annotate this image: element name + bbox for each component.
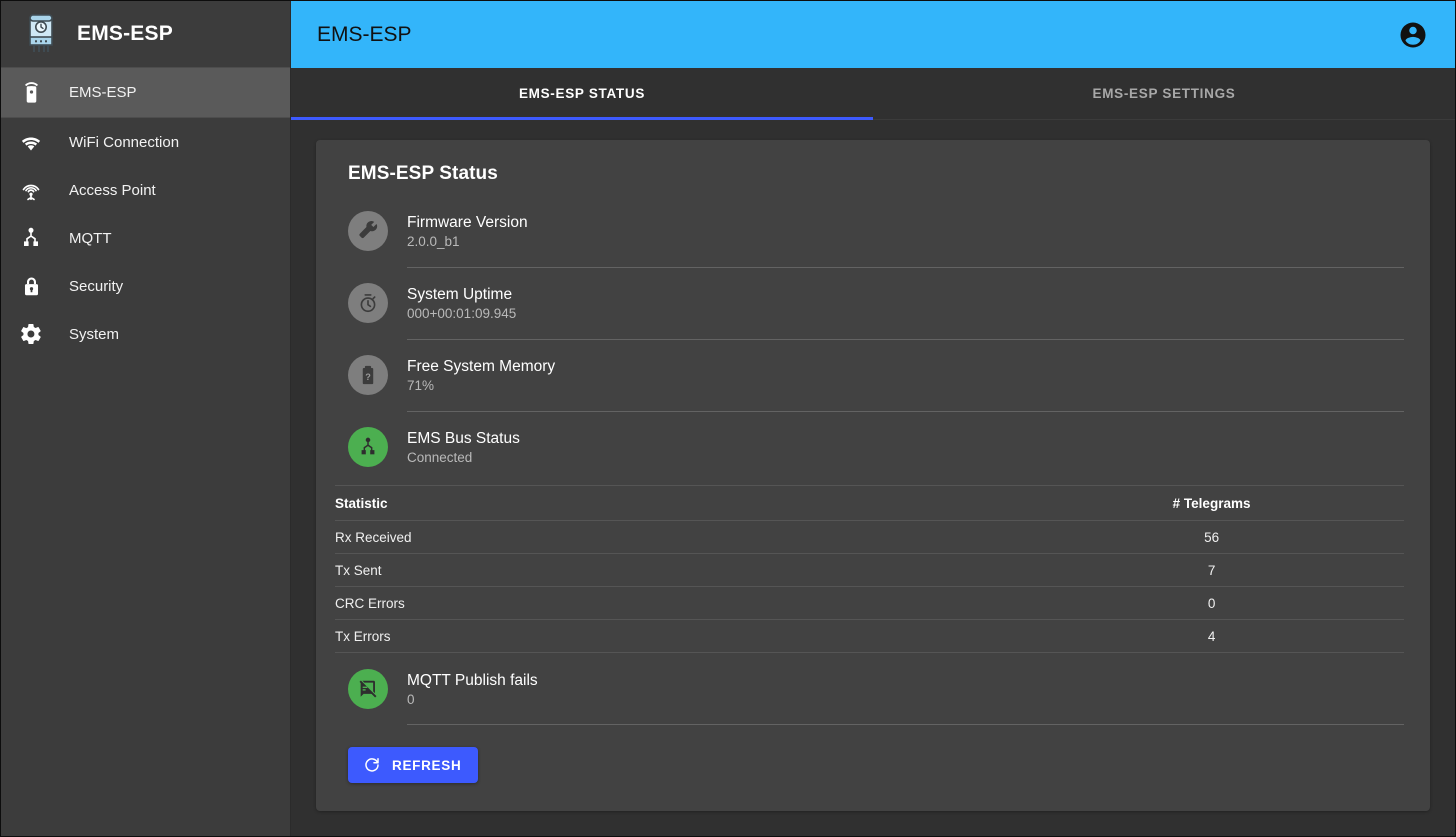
device-hub-icon	[15, 222, 47, 254]
table-row: CRC Errors 0	[335, 586, 1404, 620]
status-row-ems-bus-status: EMS Bus Status Connected	[335, 411, 1404, 483]
tab-ems-esp-settings[interactable]: EMS-ESP SETTINGS	[873, 68, 1455, 119]
refresh-icon	[363, 756, 381, 774]
table-row: Rx Received 56	[335, 520, 1404, 554]
status-text: Free System Memory 71%	[407, 358, 555, 393]
sidebar-divider	[1, 117, 290, 118]
sidebar-item-label: Access Point	[69, 181, 156, 199]
card-actions: REFRESH	[335, 725, 1404, 783]
wrench-icon	[348, 211, 388, 251]
boiler-icon	[23, 12, 59, 56]
sidebar-item-security[interactable]: Security	[1, 262, 290, 310]
status-primary-label: System Uptime	[407, 285, 513, 303]
cell-statistic: Rx Received	[335, 520, 1020, 554]
status-row-firmware-version: Firmware Version 2.0.0_b1	[335, 195, 1404, 267]
cell-telegrams: 0	[1019, 586, 1404, 620]
status-list: Firmware Version 2.0.0_b1	[335, 195, 1404, 483]
cell-telegrams: 4	[1019, 619, 1404, 653]
sidebar-item-label: EMS-ESP	[69, 84, 137, 101]
brand-title: EMS-ESP	[77, 22, 173, 45]
status-text: Firmware Version 2.0.0_b1	[407, 214, 528, 249]
main-area: EMS-ESP EMS-ESP STATUS EMS-ESP SETTINGS …	[291, 1, 1455, 836]
tab-bar: EMS-ESP STATUS EMS-ESP SETTINGS	[291, 68, 1455, 120]
device-hub-icon	[348, 427, 388, 467]
timer-icon	[348, 283, 388, 323]
cell-statistic: Tx Sent	[335, 553, 1020, 587]
table-head: Statistic # Telegrams	[335, 485, 1404, 521]
sidebar: EMS-ESP EMS-ESP	[1, 1, 291, 836]
cell-statistic: Tx Errors	[335, 619, 1020, 653]
gear-icon	[15, 318, 47, 350]
status-row-free-system-memory: ? Free System Memory 71%	[335, 339, 1404, 411]
wifi-icon	[15, 126, 47, 158]
speaker-notes-off-icon	[348, 669, 388, 709]
tab-label: EMS-ESP SETTINGS	[1092, 86, 1236, 101]
lock-icon	[15, 270, 47, 302]
sidebar-item-wifi-connection[interactable]: WiFi Connection	[1, 118, 290, 166]
sidebar-item-label: System	[69, 325, 120, 343]
tab-label: EMS-ESP STATUS	[518, 86, 646, 101]
status-text: EMS Bus Status Connected	[407, 430, 520, 465]
cell-statistic: CRC Errors	[335, 586, 1020, 620]
account-circle-icon[interactable]	[1397, 19, 1429, 51]
status-secondary-value: 71%	[407, 377, 435, 393]
sidebar-item-label: Security	[69, 277, 124, 295]
settings-input-antenna-icon	[15, 174, 47, 206]
status-secondary-value: 0	[407, 691, 415, 707]
card-title: EMS-ESP Status	[348, 163, 498, 184]
topbar: EMS-ESP	[291, 1, 1455, 68]
cell-telegrams: 56	[1019, 520, 1404, 554]
status-primary-label: EMS Bus Status	[407, 429, 520, 447]
statistics-table: Statistic # Telegrams Rx Received 56 Tx …	[335, 485, 1404, 653]
status-text: System Uptime 000+00:01:09.945	[407, 286, 516, 321]
sidebar-item-ems-esp[interactable]: EMS-ESP	[1, 68, 290, 117]
status-primary-label: MQTT Publish fails	[407, 671, 538, 689]
status-primary-label: Firmware Version	[407, 213, 528, 231]
sidebar-item-system[interactable]: System	[1, 310, 290, 358]
status-text: MQTT Publish fails 0	[407, 672, 538, 707]
refresh-button[interactable]: REFRESH	[348, 747, 479, 783]
page-title: EMS-ESP	[317, 22, 412, 46]
status-row-mqtt-publish-fails: MQTT Publish fails 0	[335, 653, 1404, 725]
svg-text:?: ?	[365, 372, 371, 382]
sidebar-brand: EMS-ESP	[1, 1, 290, 68]
sidebar-item-access-point[interactable]: Access Point	[1, 166, 290, 214]
status-primary-label: Free System Memory	[407, 357, 556, 375]
table-row: Tx Errors 4	[335, 619, 1404, 653]
status-secondary-value: Connected	[407, 449, 473, 465]
content-area: EMS-ESP Status Firmware Version 2.0.0_b1	[291, 120, 1455, 836]
table-row: Tx Sent 7	[335, 553, 1404, 587]
tab-ems-esp-status[interactable]: EMS-ESP STATUS	[291, 68, 873, 120]
table-header-telegrams: # Telegrams	[1019, 485, 1404, 521]
sidebar-item-label: WiFi Connection	[69, 133, 180, 151]
battery-unknown-icon: ?	[348, 355, 388, 395]
status-secondary-value: 000+00:01:09.945	[407, 305, 517, 321]
sidebar-nav-group: WiFi Connection Access Point	[1, 118, 290, 358]
table-body: Rx Received 56 Tx Sent 7 CRC Errors 0	[335, 520, 1404, 653]
settings-remote-icon	[15, 77, 47, 109]
sidebar-item-label: MQTT	[69, 229, 112, 247]
table-header-statistic: Statistic	[335, 485, 1020, 521]
table-header-row: Statistic # Telegrams	[335, 485, 1404, 521]
status-secondary-value: 2.0.0_b1	[407, 233, 460, 249]
status-card: EMS-ESP Status Firmware Version 2.0.0_b1	[316, 140, 1430, 811]
sidebar-item-mqtt[interactable]: MQTT	[1, 214, 290, 262]
cell-telegrams: 7	[1019, 553, 1404, 587]
refresh-button-label: REFRESH	[392, 757, 462, 773]
status-row-system-uptime: System Uptime 000+00:01:09.945	[335, 267, 1404, 339]
